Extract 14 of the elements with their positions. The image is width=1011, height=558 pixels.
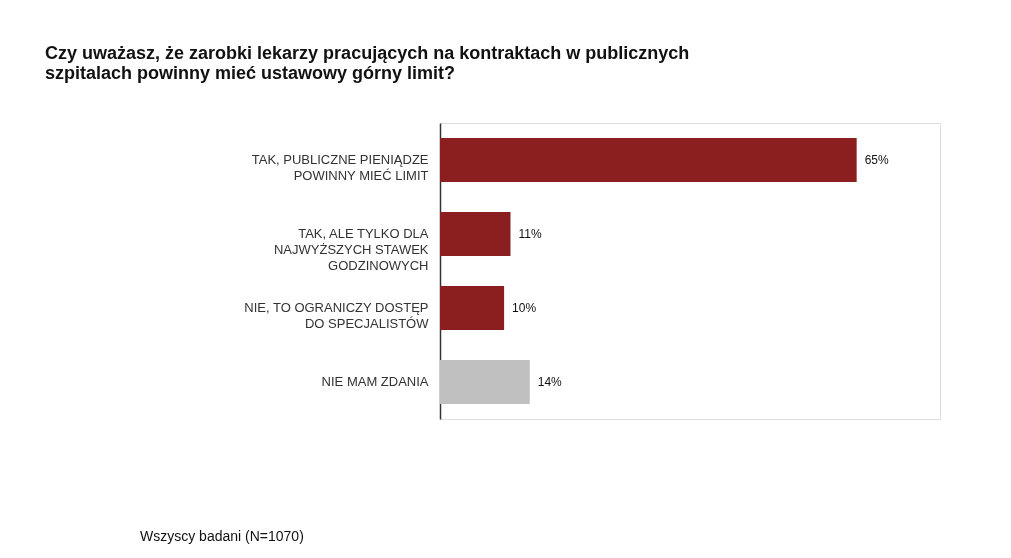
y-tick-label: NIE MAM ZDANIA bbox=[321, 374, 429, 389]
y-tick-label: NIE, TO OGRANICZY DOSTĘP DO SPECJALISTÓW bbox=[244, 300, 430, 331]
data-label: 14% bbox=[537, 375, 563, 389]
data-label: 10% bbox=[512, 301, 537, 315]
bar bbox=[440, 360, 530, 404]
bar bbox=[440, 138, 857, 182]
text: Wszyscy badani (N=1070) bbox=[140, 528, 304, 544]
chart-title: Czy uważasz, że zarobki lekarzy pracujących na kontraktach w publicznych szpitalach powinny mieć ustawowy górny limit? bbox=[45, 43, 690, 83]
bar bbox=[440, 286, 505, 330]
data-label: 11% bbox=[518, 227, 542, 241]
bar bbox=[440, 212, 511, 256]
data-label: 65% bbox=[864, 153, 890, 167]
y-tick-label: TAK, PUBLICZNE PIENIĄDZE POWINNY MIEĆ LIMIT bbox=[251, 152, 429, 183]
y-tick-label: TAK, ALE TYLKO DLA NAJWYŻSZYCH STAWEK GODZINOWYCH bbox=[273, 226, 429, 273]
